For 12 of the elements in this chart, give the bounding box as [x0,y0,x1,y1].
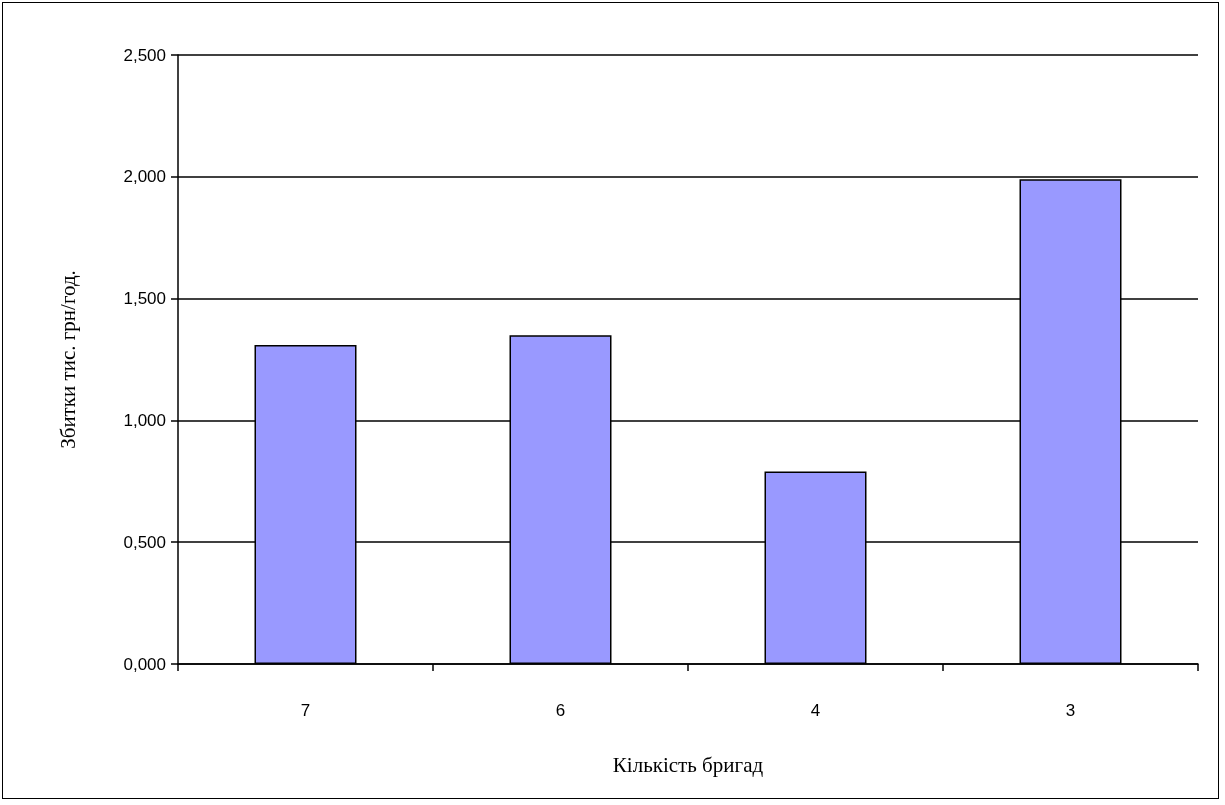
y-tick-label: 0,500 [123,532,166,552]
x-axis-title: Кількість бригад [612,752,764,777]
y-axis-title: Збитки тис. грн/год. [55,270,80,449]
y-tick-label: 0,000 [123,654,166,674]
y-tick-label: 1,000 [123,410,166,430]
x-tick-label: 6 [555,701,566,720]
y-tick-label: 2,000 [123,167,166,187]
y-tick-label: 1,500 [123,289,166,309]
x-tick-label: 7 [300,701,311,720]
y-tick-label: 2,500 [123,45,166,65]
x-tick-label: 3 [1065,701,1076,720]
x-tick-label: 4 [810,701,821,720]
